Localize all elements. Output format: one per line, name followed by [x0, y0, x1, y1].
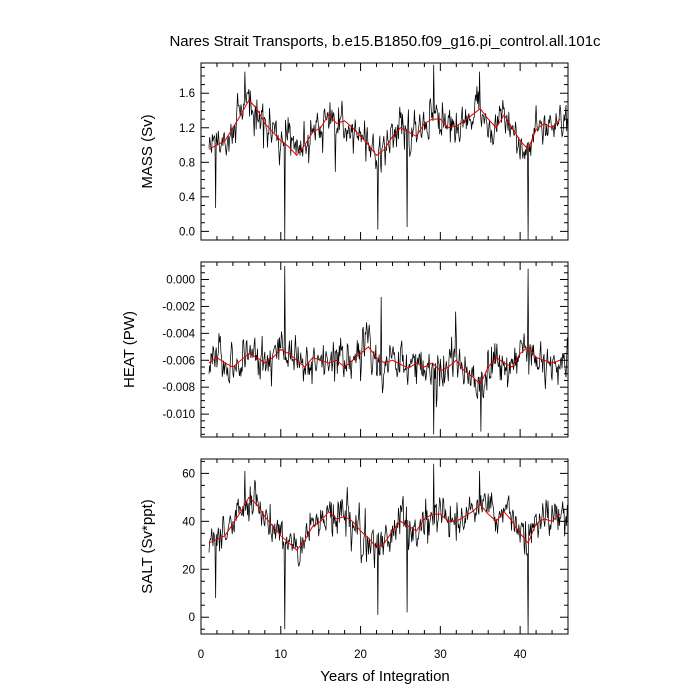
panel-mass: MASS (Sv) 0.0 0.4 0.8 1.2 1.6 [139, 62, 569, 241]
panel-heat: HEAT (PW) -0.010 -0.008 -0.006 -0.004 -0.002… [121, 261, 569, 438]
chart-title: Nares Strait Transports, b.e15.B1850.f09… [169, 33, 601, 50]
mass-y-tick-label: 0.0 [179, 226, 195, 238]
x-tick-label: 30 [434, 649, 447, 661]
salt-smoothed-series [208, 496, 561, 551]
salt-y-tick-label: 60 [182, 468, 195, 480]
x-tick-label: 10 [274, 649, 287, 661]
salt-y-tick-label: 0 [189, 612, 195, 624]
heat-y-tick-label: -0.010 [162, 409, 195, 421]
heat-smoothed-series [208, 346, 561, 386]
salt-y-axis-label: SALT (Sv*ppt) [139, 499, 156, 593]
heat-monthly-series [208, 266, 568, 435]
x-axis-label: Years of Integration [320, 668, 450, 685]
heat-y-tick-label: -0.008 [162, 382, 195, 394]
heat-y-tick-label: -0.002 [162, 301, 195, 313]
mass-y-axis-label: MASS (Sv) [139, 114, 156, 188]
heat-y-tick-label: -0.004 [162, 328, 195, 340]
heat-y-tick-label: 0.000 [166, 275, 195, 287]
x-tick-label: 0 [198, 649, 204, 661]
heat-panel-frame [200, 261, 569, 438]
heat-y-tick-label: -0.006 [162, 355, 195, 367]
mass-y-tick-label: 1.6 [179, 88, 195, 100]
heat-y-axis-label: HEAT (PW) [121, 311, 138, 388]
mass-y-tick-label: 1.2 [179, 123, 195, 135]
mass-monthly-series [208, 64, 568, 240]
panel-salt: SALT (Sv*ppt) 0 20 40 60 [139, 458, 569, 635]
x-tick-label: 40 [514, 649, 527, 661]
salt-y-tick-label: 20 [182, 564, 195, 576]
mass-y-tick-label: 0.8 [179, 157, 195, 169]
mass-panel-frame [200, 62, 569, 241]
salt-monthly-series [208, 463, 568, 634]
salt-panel-frame [200, 458, 569, 635]
x-tick-label: 20 [354, 649, 367, 661]
mass-smoothed-series [208, 99, 561, 157]
salt-y-tick-label: 40 [182, 516, 195, 528]
mass-y-tick-label: 0.4 [179, 192, 196, 204]
